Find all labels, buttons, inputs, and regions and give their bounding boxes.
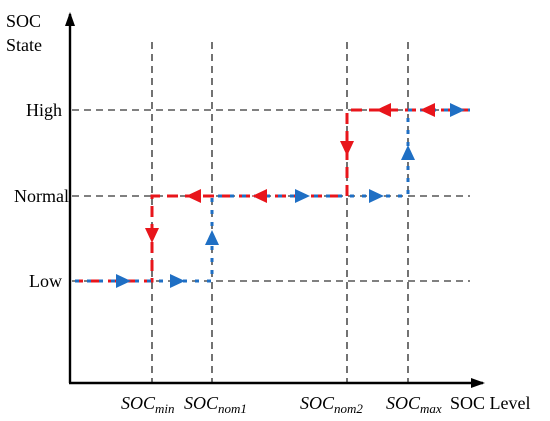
blue-arrow-right-icon xyxy=(170,274,185,288)
charging-arrows xyxy=(116,103,465,288)
red-arrow-down-icon xyxy=(340,141,354,156)
blue-arrow-right-icon xyxy=(295,189,310,203)
grid-lines xyxy=(72,42,470,382)
red-arrow-down-icon xyxy=(145,228,159,243)
y-axis-title-line1: SOC xyxy=(6,11,41,31)
threshold-label-soc-max: SOCmax xyxy=(386,393,442,416)
state-label-high: High xyxy=(26,100,62,120)
threshold-label-soc-nom1: SOCnom1 xyxy=(184,393,247,416)
discharging-path xyxy=(75,108,470,283)
state-label-low: Low xyxy=(29,271,62,291)
red-arrow-left-icon xyxy=(420,103,435,117)
threshold-label-soc-nom2: SOCnom2 xyxy=(300,393,363,416)
blue-arrow-right-icon xyxy=(450,103,465,117)
x-axis-title: SOC Level xyxy=(450,393,531,413)
blue-arrow-up-icon xyxy=(401,145,415,160)
blue-arrow-right-icon xyxy=(116,274,131,288)
threshold-label-soc-min: SOCmin xyxy=(121,393,175,416)
red-arrow-left-icon xyxy=(186,189,201,203)
red-arrow-left-icon xyxy=(252,189,267,203)
blue-arrow-right-icon xyxy=(369,189,384,203)
discharging-arrows xyxy=(145,103,435,243)
blue-arrow-up-icon xyxy=(205,230,219,245)
y-axis-title-line2: State xyxy=(6,35,42,55)
state-label-normal: Normal xyxy=(14,186,69,206)
red-arrow-left-icon xyxy=(376,103,391,117)
